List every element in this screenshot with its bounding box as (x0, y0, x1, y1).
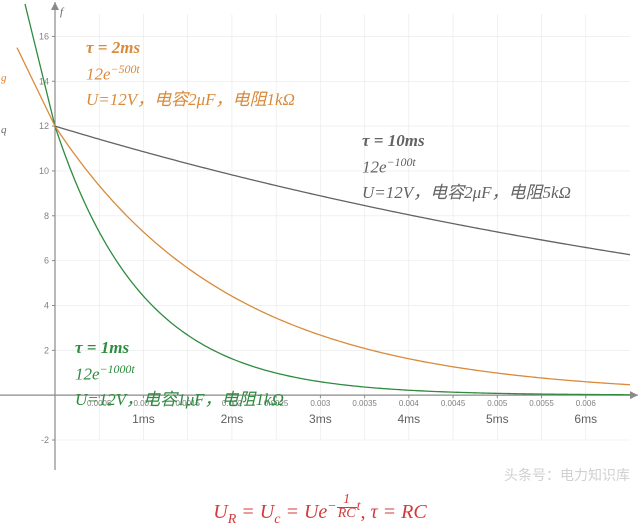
svg-text:0.005: 0.005 (487, 399, 508, 408)
svg-text:10: 10 (39, 166, 49, 176)
svg-text:2ms: 2ms (221, 412, 244, 426)
label-text: g (1, 72, 7, 84)
svg-text:0.0055: 0.0055 (529, 399, 554, 408)
expr-exp: −500t (111, 62, 140, 76)
annotation-tau1ms: τ = 1ms 12e−1000t U=12V，电容1μF，电阻1kΩ (75, 335, 284, 412)
formula-exp-den: RC (337, 508, 357, 521)
param-line: U=12V，电容1μF，电阻1kΩ (75, 387, 284, 413)
svg-text:4ms: 4ms (398, 412, 421, 426)
formula-part: = Ue (280, 501, 327, 523)
annotation-tau10ms: τ = 10ms 12e−100t U=12V，电容2μF，电阻5kΩ (362, 128, 571, 205)
svg-text:3ms: 3ms (309, 412, 332, 426)
expr-exp: −1000t (100, 362, 135, 376)
label-text: f (60, 6, 63, 18)
expr-base: 12e (86, 64, 111, 83)
svg-text:5ms: 5ms (486, 412, 509, 426)
watermark: 头条号：电力知识库 (504, 465, 630, 485)
annotation-tau2ms: τ = 2ms 12e−500t U=12V，电容2μF，电阻1kΩ (86, 35, 295, 112)
formula-exp-pre: − (327, 499, 336, 514)
svg-text:12: 12 (39, 121, 49, 131)
formula-part: , τ = RC (361, 501, 427, 523)
expr-base: 12e (362, 157, 387, 176)
svg-text:1ms: 1ms (132, 412, 155, 426)
svg-text:0.004: 0.004 (399, 399, 420, 408)
expr-exp: −100t (387, 155, 416, 169)
expr-base: 12e (75, 364, 100, 383)
svg-text:-2: -2 (41, 435, 49, 445)
watermark-text: 头条号：电力知识库 (504, 467, 630, 483)
param-line: U=12V，电容2μF，电阻1kΩ (86, 87, 295, 113)
svg-text:0.0045: 0.0045 (441, 399, 466, 408)
label-text: q (1, 124, 7, 136)
svg-text:16: 16 (39, 31, 49, 41)
formula-sub: R (228, 512, 237, 525)
formula-part: = U (236, 501, 274, 523)
svg-text:0.0035: 0.0035 (352, 399, 377, 408)
svg-text:4: 4 (44, 300, 49, 310)
tau-label: τ = 2ms (86, 38, 140, 57)
axis-label-f: f (60, 6, 63, 18)
axis-label-g: g (1, 72, 7, 84)
tau-label: τ = 10ms (362, 131, 425, 150)
tau-label: τ = 1ms (75, 338, 129, 357)
svg-text:6ms: 6ms (574, 412, 597, 426)
svg-text:8: 8 (44, 211, 49, 221)
param-line: U=12V，电容2μF，电阻5kΩ (362, 180, 571, 206)
svg-text:6: 6 (44, 256, 49, 266)
axis-label-q: q (1, 124, 7, 136)
formula-part: U (213, 501, 227, 523)
bottom-formula: UR = Uc = Ue−1RCt, τ = RC (0, 494, 640, 525)
svg-text:0.003: 0.003 (310, 399, 331, 408)
svg-text:2: 2 (44, 345, 49, 355)
svg-text:0.006: 0.006 (576, 399, 597, 408)
